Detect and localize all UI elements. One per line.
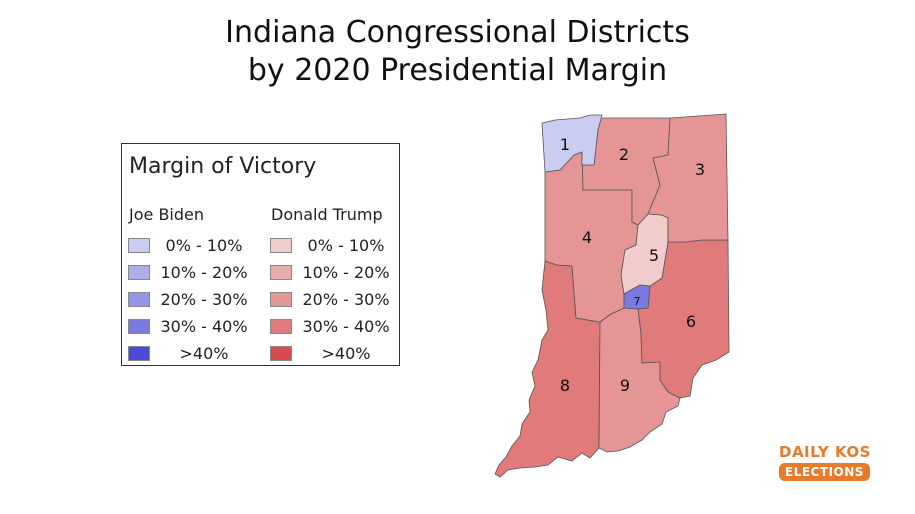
trump-legend-label: 10% - 20%: [302, 262, 390, 282]
biden-legend-row: >40%: [128, 343, 254, 363]
trump-legend-label: >40%: [321, 343, 371, 363]
trump-legend-row: 20% - 30%: [270, 289, 396, 309]
daily-kos-elections-logo: DAILY KOS ELECTIONS: [779, 443, 883, 481]
biden-legend-row: 30% - 40%: [128, 316, 254, 336]
trump-legend-row: >40%: [270, 343, 396, 363]
biden-legend-label: 10% - 20%: [160, 262, 248, 282]
biden-legend-row: 0% - 10%: [128, 235, 254, 255]
biden-legend-swatch: [128, 264, 150, 280]
biden-legend-row: 10% - 20%: [128, 262, 254, 282]
biden-legend-label: 0% - 10%: [165, 235, 243, 255]
district-7[interactable]: [623, 284, 651, 310]
trump-legend-row: 0% - 10%: [270, 235, 396, 255]
trump-legend-label: 20% - 30%: [302, 289, 390, 309]
trump-legend-swatch: [270, 264, 292, 280]
district-9-label: 9: [620, 376, 630, 395]
legend-heading-trump: Donald Trump: [271, 205, 383, 224]
title-line-2: by 2020 Presidential Margin: [247, 53, 668, 88]
trump-legend-label: 0% - 10%: [307, 235, 385, 255]
trump-legend-swatch: [270, 291, 292, 307]
biden-legend-label: 20% - 30%: [160, 289, 248, 309]
biden-legend-label: >40%: [179, 343, 229, 363]
logo-bottom-badge: ELECTIONS: [779, 463, 870, 481]
biden-legend-swatch: [128, 318, 150, 334]
trump-legend-label: 30% - 40%: [302, 316, 390, 336]
district-4-label: 4: [582, 228, 592, 247]
indiana-district-map: 1 2 3 4 5 6 7 8 9: [494, 113, 730, 478]
district-7-label: 7: [634, 295, 641, 308]
trump-legend-swatch: [270, 345, 292, 361]
biden-legend-swatch: [128, 345, 150, 361]
biden-legend-swatch: [128, 291, 150, 307]
trump-legend-row: 10% - 20%: [270, 262, 396, 282]
legend: Margin of Victory Joe Biden Donald Trump…: [121, 143, 400, 366]
district-8-label: 8: [560, 376, 570, 395]
district-1-label: 1: [560, 135, 570, 154]
legend-title: Margin of Victory: [129, 154, 317, 179]
biden-legend-row: 20% - 30%: [128, 289, 254, 309]
biden-legend-swatch: [128, 237, 150, 253]
district-3-label: 3: [695, 160, 705, 179]
chart-title: Indiana Congressional Districts by 2020 …: [0, 14, 915, 90]
trump-legend-swatch: [270, 318, 292, 334]
district-6-label: 6: [686, 312, 696, 331]
trump-legend-row: 30% - 40%: [270, 316, 396, 336]
district-2-label: 2: [619, 145, 629, 164]
district-5-label: 5: [649, 246, 659, 265]
title-line-1: Indiana Congressional Districts: [225, 15, 690, 50]
legend-heading-biden: Joe Biden: [129, 205, 204, 224]
district-3[interactable]: [647, 113, 729, 243]
district-1[interactable]: [541, 114, 603, 173]
trump-legend-swatch: [270, 237, 292, 253]
biden-legend-label: 30% - 40%: [160, 316, 248, 336]
logo-top-text: DAILY KOS: [779, 443, 871, 461]
